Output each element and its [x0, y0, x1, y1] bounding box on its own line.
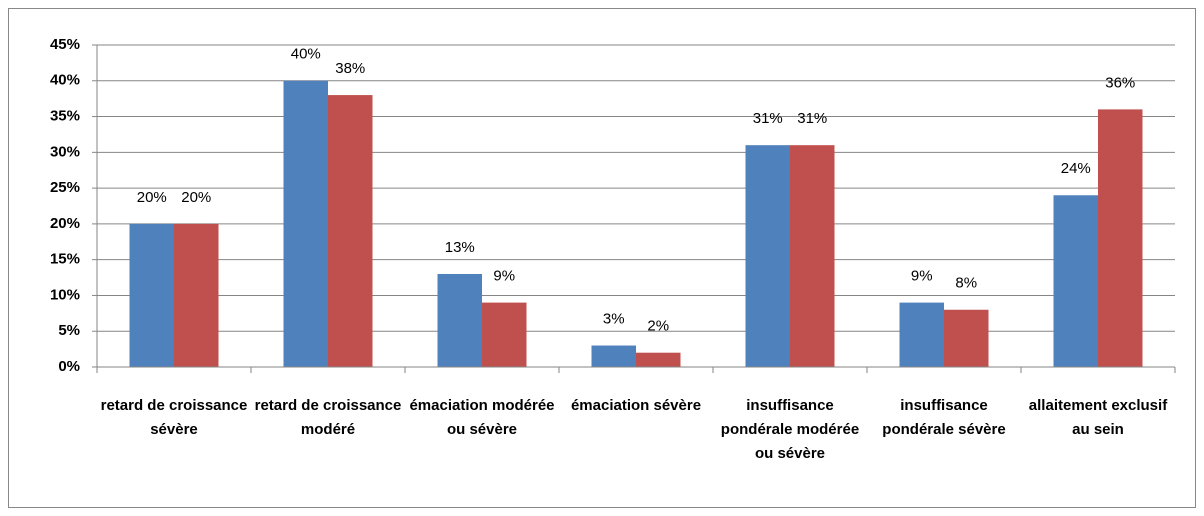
- bar: [636, 352, 681, 367]
- bar: [437, 273, 482, 367]
- value-label: 40%: [291, 46, 321, 63]
- value-label: 3%: [603, 311, 625, 328]
- y-tick-label: 35%: [50, 108, 80, 125]
- y-tick-label: 5%: [58, 322, 80, 339]
- bar: [591, 345, 636, 367]
- value-label: 9%: [493, 268, 515, 285]
- bar: [283, 80, 328, 368]
- value-label: 2%: [647, 318, 669, 335]
- y-tick-label: 30%: [50, 143, 80, 160]
- x-tick-label: allaitement exclusif au sein: [1028, 397, 1168, 438]
- y-tick-label: 10%: [50, 286, 80, 303]
- value-label: 38%: [335, 60, 365, 77]
- bar: [1098, 109, 1143, 368]
- y-tick-label: 0%: [58, 358, 80, 375]
- y-tick-label: 45%: [50, 36, 80, 53]
- value-label: 20%: [137, 189, 167, 206]
- bar: [482, 302, 527, 367]
- bar: [129, 223, 174, 367]
- value-label: 24%: [1061, 160, 1091, 177]
- bar: [1053, 195, 1098, 367]
- bar: [745, 145, 790, 367]
- y-tick-label: 25%: [50, 179, 80, 196]
- bar: [328, 95, 373, 367]
- x-tick-label: retard de croissance modéré: [254, 397, 402, 438]
- bar: [944, 309, 989, 367]
- y-tick-label: 40%: [50, 72, 80, 89]
- value-label: 31%: [753, 110, 783, 127]
- value-label: 20%: [181, 189, 211, 206]
- bar: [790, 145, 835, 367]
- x-tick-label: émaciation sévère: [570, 397, 702, 414]
- x-tick-label: retard de croissance sévère: [100, 397, 248, 438]
- y-tick-label: 20%: [50, 215, 80, 232]
- value-label: 31%: [797, 110, 827, 127]
- y-tick-label: 15%: [50, 251, 80, 268]
- bar: [174, 223, 219, 367]
- value-label: 36%: [1105, 74, 1135, 91]
- value-label: 8%: [955, 275, 977, 292]
- bar: [899, 302, 944, 367]
- value-label: 9%: [911, 268, 933, 285]
- x-tick-label: insuffisance pondérale modérée ou sévère: [720, 397, 860, 462]
- x-tick-label: insuffisance pondérale sévère: [882, 397, 1006, 438]
- x-tick-label: émaciation modérée ou sévère: [409, 397, 555, 438]
- value-label: 13%: [445, 239, 475, 256]
